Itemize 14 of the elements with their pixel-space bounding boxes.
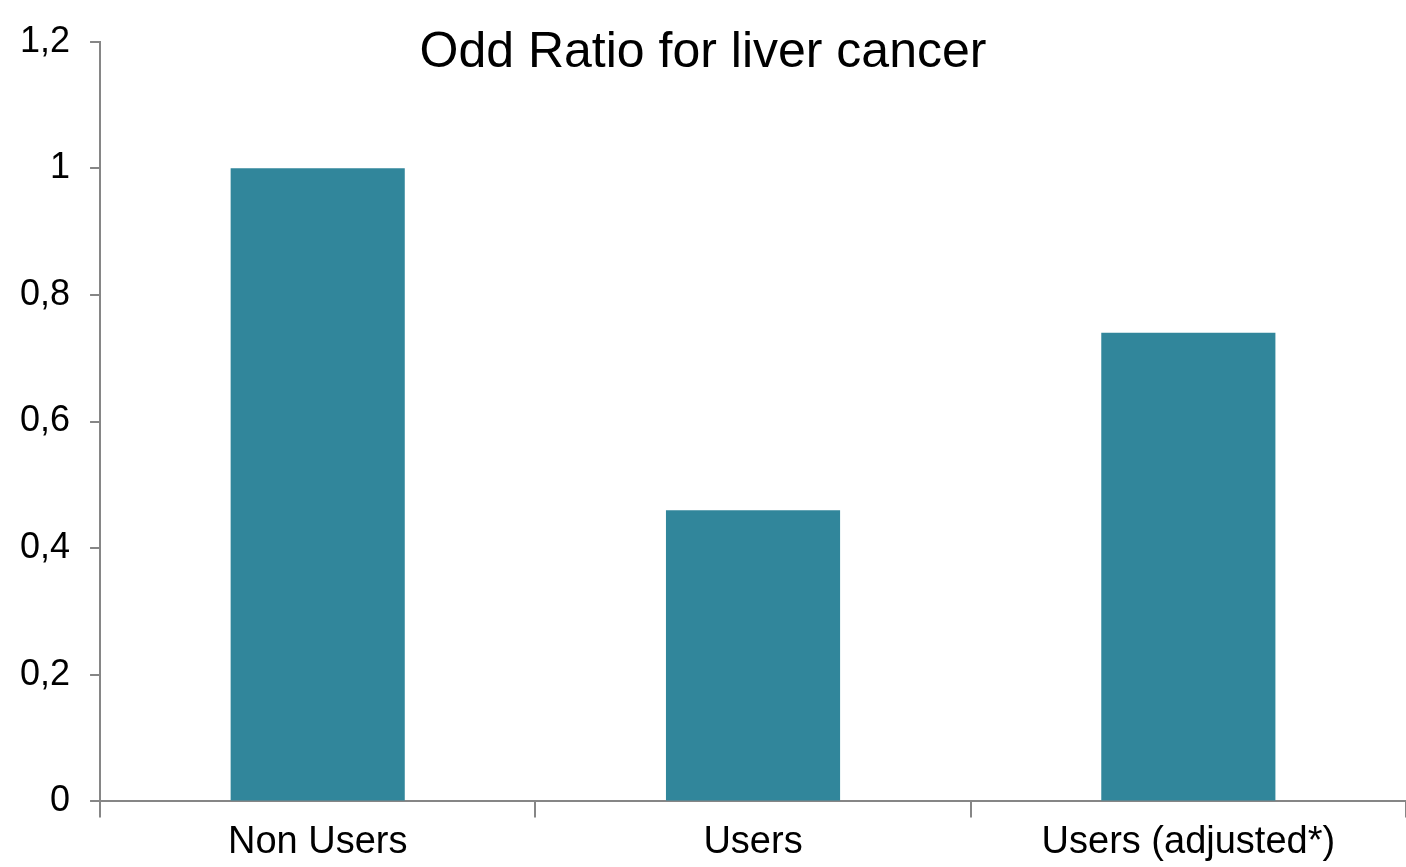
y-tick-label: 0,6 <box>20 398 71 440</box>
y-tick-label: 1,2 <box>20 18 71 60</box>
x-tick-label: Users <box>703 818 803 861</box>
bar <box>1101 332 1276 801</box>
y-tick-label: 1 <box>50 145 71 187</box>
y-tick-label: 0,2 <box>20 651 71 693</box>
y-tick-label: 0,4 <box>20 525 71 567</box>
y-tick-label: 0,8 <box>20 271 71 313</box>
bar <box>665 510 841 801</box>
y-tick-label: 0 <box>50 778 71 820</box>
x-tick-label: Users (adjusted*) <box>1041 818 1336 861</box>
x-tick-label: Non Users <box>227 818 408 861</box>
chart-title: Odd Ratio for liver cancer <box>419 22 987 79</box>
bar <box>230 168 405 801</box>
